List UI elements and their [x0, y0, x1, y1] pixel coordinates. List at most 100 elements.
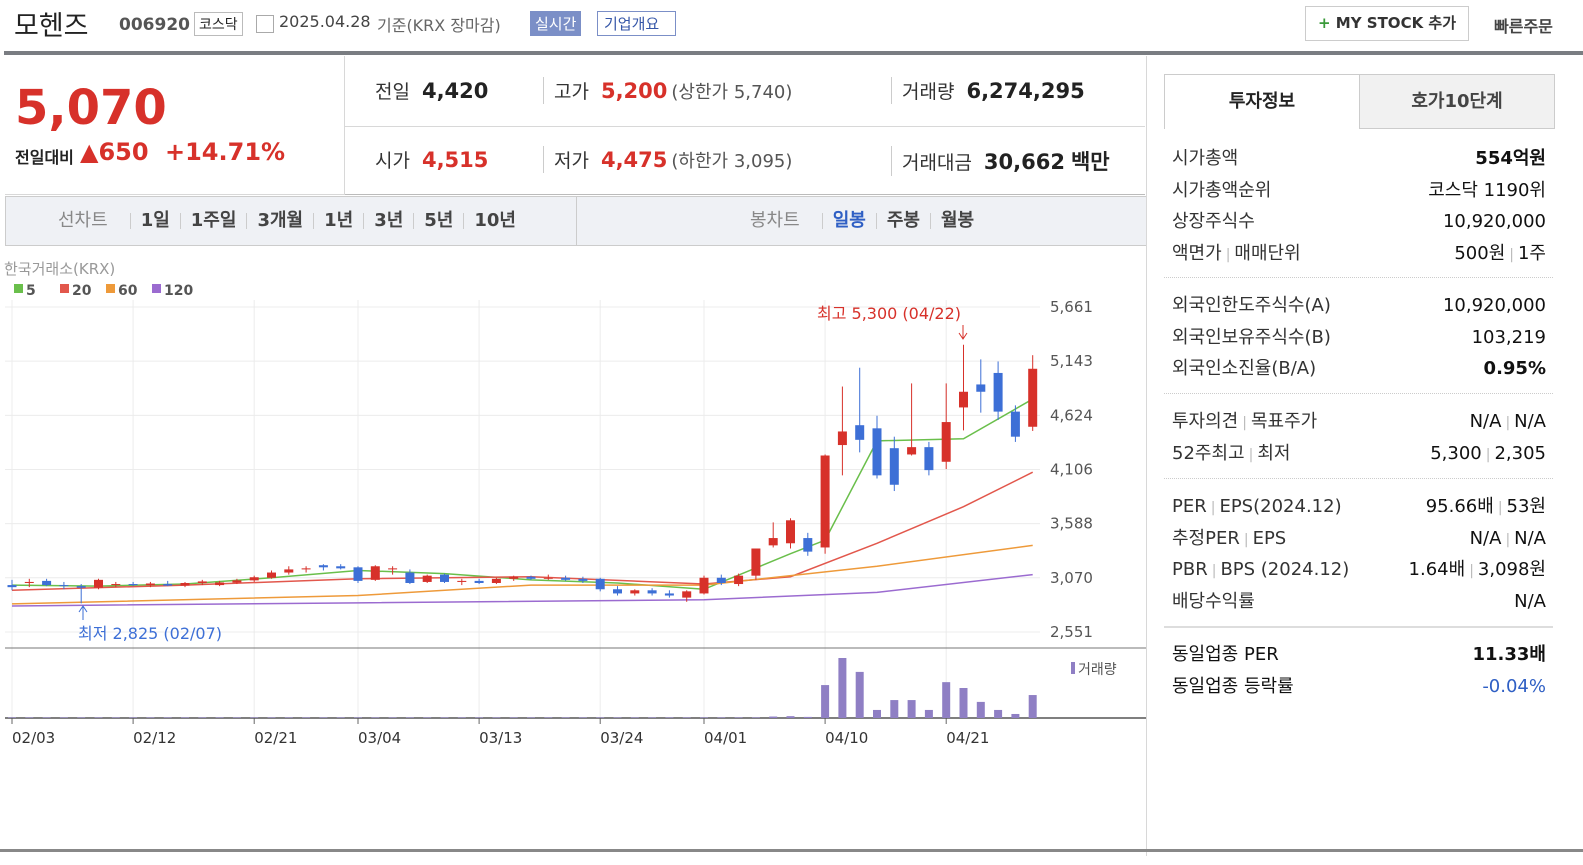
info-label: 목표주가 [1250, 411, 1318, 432]
candle-body [215, 582, 225, 586]
legend-label: 20 [72, 283, 92, 299]
y-tick-label: 4,624 [1050, 406, 1093, 424]
info-value-text: 554억원 [1475, 148, 1546, 169]
info-value-text: 5,300 [1430, 442, 1482, 464]
info-label: 동일업종 PER [1172, 644, 1279, 665]
info-row: 시가총액 554억원 [1172, 144, 1546, 174]
candle-body [42, 580, 52, 586]
volume-bar [717, 717, 726, 718]
info-value-text: 0.95% [1483, 358, 1546, 379]
info-value: N/A | N/A [1470, 524, 1546, 555]
candle-body [94, 579, 103, 588]
candle-body [24, 581, 34, 583]
volume-bar [59, 717, 68, 718]
price-box [5, 56, 345, 195]
volume-bar [111, 717, 120, 718]
separator: | [1505, 531, 1511, 548]
volume-bar [457, 717, 466, 718]
quote-item: 시가 4,515 [375, 146, 488, 173]
candle-body [457, 580, 467, 582]
separator: | [1485, 446, 1491, 463]
volume-bar [94, 717, 103, 718]
info-label: 배당수익률 [1172, 590, 1255, 612]
quote-divider [345, 126, 1145, 127]
diff-label: 전일대비 [15, 148, 74, 167]
mystock-text: MY STOCK 추가 [1335, 14, 1457, 32]
quick-order[interactable]: 빠른주문 [1494, 17, 1553, 36]
bottom-line [0, 849, 1583, 852]
quote-label: 고가 [554, 81, 589, 103]
group-divider [1164, 393, 1553, 394]
mystock-button[interactable]: + MY STOCK 추가 [1305, 6, 1469, 41]
info-value: 5,300 | 2,305 [1430, 439, 1546, 470]
separator: | [1469, 563, 1474, 579]
stock-code: 006920 [119, 15, 190, 35]
x-tick-label: 03/13 [479, 729, 522, 747]
volume-legend-swatch [1071, 662, 1075, 674]
x-tick-label: 02/03 [12, 729, 55, 747]
info-label: 52주최고 [1172, 442, 1245, 464]
volume-bar [1028, 695, 1037, 718]
volume-label: 거래량 [1078, 662, 1117, 678]
info-value: 10,920,000 [1443, 207, 1546, 237]
x-tick-label: 03/24 [600, 729, 643, 747]
y-tick-label: 5,143 [1050, 352, 1093, 370]
candle-body [180, 582, 190, 586]
candle-body [1028, 368, 1038, 427]
candle-body [872, 428, 882, 476]
volume-bar [146, 717, 155, 718]
volume-bar [129, 717, 138, 718]
separator: | [1242, 415, 1247, 431]
info-row: 외국인소진율(B/A) 0.95% [1172, 354, 1546, 384]
candle-body [491, 578, 501, 583]
tab-divider [576, 197, 577, 245]
x-tick-label: 02/12 [133, 729, 176, 747]
volume-bar [578, 717, 587, 718]
separator: | [1225, 246, 1231, 263]
candle-body [353, 567, 363, 581]
info-value-text: 2,305 [1494, 442, 1546, 464]
tab: 일봉 [821, 212, 876, 230]
candle-body [197, 581, 207, 583]
info-value: 11.33배 [1473, 640, 1547, 670]
tab: 3개월 [246, 212, 313, 230]
annotation-high: 최고 5,300 (04/22) [817, 304, 961, 323]
stock-name: 모헨즈 [14, 11, 89, 42]
info-row: 투자의견 | 목표주가 N/A | N/A [1172, 407, 1546, 437]
info-label: 시가총액순위 [1172, 179, 1272, 201]
volume-bar [907, 700, 916, 718]
candle-body [682, 591, 692, 598]
side-tab[interactable]: 호가10단계 [1359, 74, 1555, 129]
info-row: 시가총액순위 코스닥 1190위 [1172, 176, 1546, 206]
group-divider [1164, 478, 1553, 479]
info-value-text: 10,920,000 [1442, 295, 1546, 316]
candle-body [561, 577, 571, 580]
quote-value: 4,515 [421, 148, 489, 172]
volume-bar [942, 682, 951, 718]
candle-body [907, 447, 917, 455]
tab: 1일 [129, 212, 180, 230]
volume-bar [77, 717, 86, 718]
volume-bar [769, 716, 778, 718]
legend-label: 60 [118, 283, 138, 299]
separator: | [1497, 500, 1503, 516]
info-value: -0.04% [1482, 672, 1546, 702]
volume-bar [734, 717, 743, 718]
quote-sub: (하한가 3,095) [671, 151, 793, 172]
candle-body [249, 577, 259, 581]
side-tab[interactable]: 투자정보 [1164, 74, 1360, 129]
quote-item: 고가 5,200 (상한가 5,740) [543, 77, 792, 104]
y-tick-label: 3,588 [1050, 515, 1093, 533]
candle-body [232, 580, 242, 583]
candle-body [924, 447, 934, 471]
overview-button[interactable]: 기업개요 [597, 11, 677, 36]
volume-bar [838, 658, 847, 718]
candle-body [370, 566, 380, 580]
candle-body [837, 431, 847, 446]
tab: 선차트 [58, 210, 108, 231]
moving-average [11, 544, 1033, 605]
volume-bar [786, 716, 795, 718]
realtime-button[interactable]: 실시간 [530, 11, 582, 36]
tab: 봉차트 [750, 210, 800, 231]
volume-bar [405, 717, 414, 718]
